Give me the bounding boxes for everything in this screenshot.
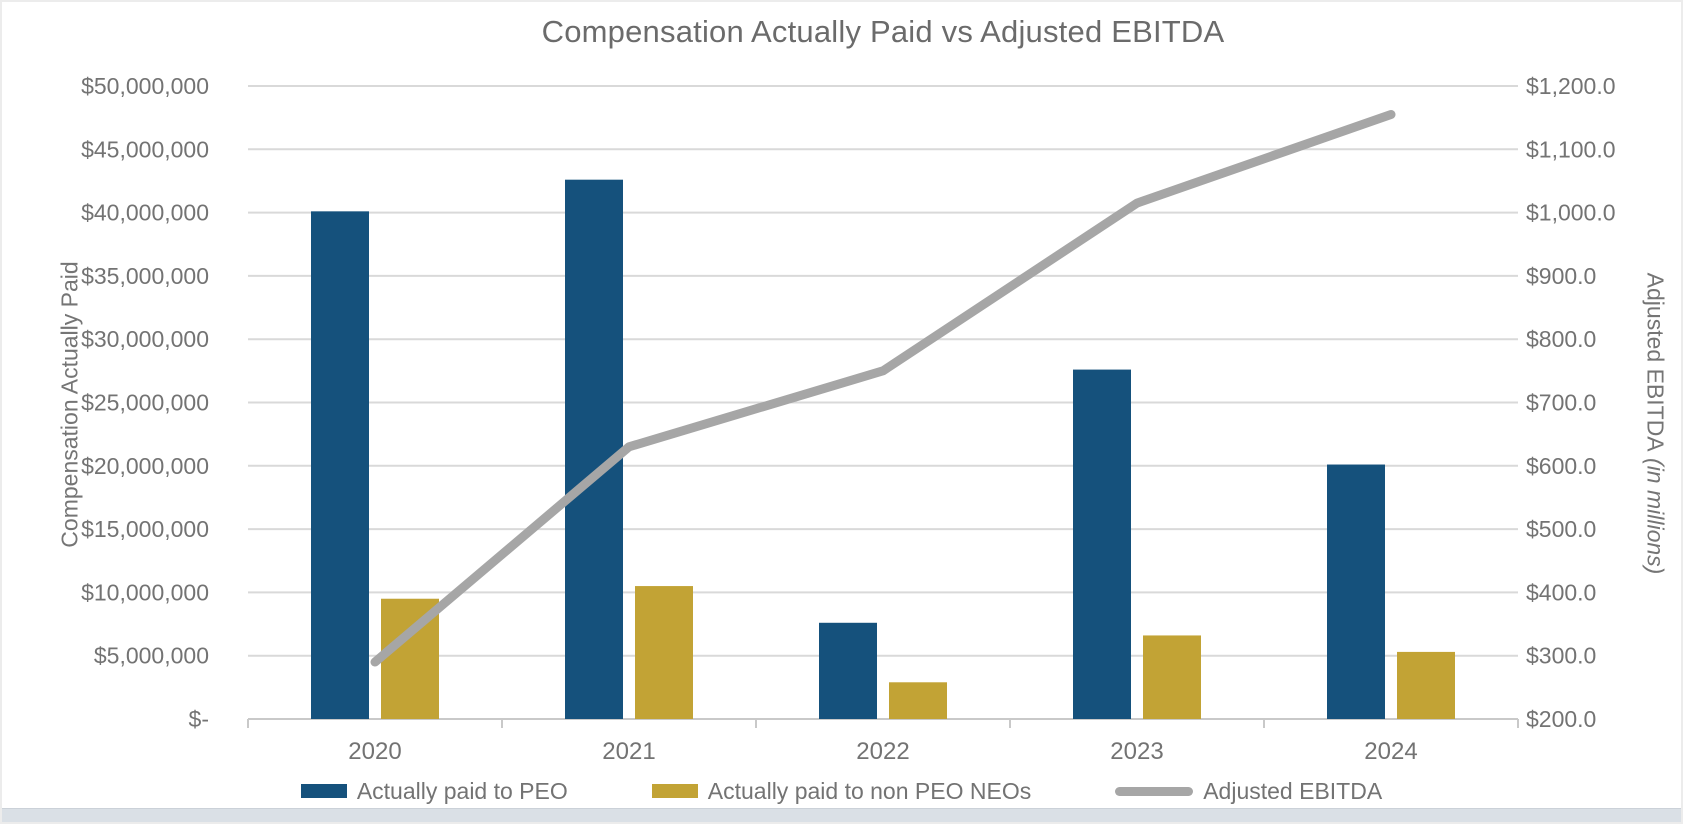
left-axis-tick-label: $5,000,000 — [94, 643, 209, 669]
bar-actually-paid-to-peo — [565, 179, 623, 719]
legend-label-peo: Actually paid to PEO — [356, 777, 568, 804]
bottom-strip — [2, 808, 1681, 822]
bar-actually-paid-to-peo — [1327, 464, 1385, 719]
right-axis-tick-label: $1,200.0 — [1526, 73, 1616, 99]
legend-swatch-non-peo-bar — [651, 784, 698, 798]
bar-actually-paid-to-non-peo-neos — [889, 682, 947, 719]
right-axis-tick-label: $300.0 — [1526, 643, 1596, 669]
bar-actually-paid-to-peo — [311, 211, 369, 720]
chart-title: Compensation Actually Paid vs Adjusted E… — [541, 14, 1225, 49]
bar-actually-paid-to-non-peo-neos — [1143, 635, 1201, 719]
left-axis-tick-label: $- — [189, 706, 209, 732]
right-axis-tick-label: $200.0 — [1526, 706, 1596, 732]
legend-swatch-ebitda-line — [1115, 786, 1194, 796]
legend: Actually paid to PEO Actually paid to no… — [2, 774, 1681, 808]
x-axis-category-label: 2020 — [348, 738, 401, 765]
legend-item-non-peo: Actually paid to non PEO NEOs — [651, 777, 1032, 805]
right-axis-tick-label: $600.0 — [1526, 453, 1596, 479]
bar-actually-paid-to-non-peo-neos — [1397, 651, 1455, 719]
bar-actually-paid-to-peo — [819, 622, 877, 719]
legend-label-ebitda: Adjusted EBITDA — [1203, 777, 1383, 804]
right-axis-tick-label: $700.0 — [1526, 390, 1596, 416]
x-axis-category-label: 2023 — [1110, 738, 1163, 765]
x-axis-category-label: 2024 — [1364, 738, 1417, 765]
right-axis-tick-label: $1,100.0 — [1526, 136, 1616, 162]
left-axis-tick-label: $10,000,000 — [81, 579, 209, 605]
x-axis-category-label: 2022 — [856, 738, 909, 765]
right-axis-tick-label: $1,000.0 — [1526, 200, 1616, 226]
x-axis-category-label: 2021 — [602, 738, 655, 765]
left-axis-tick-label: $35,000,000 — [81, 263, 209, 289]
left-axis-tick-label: $30,000,000 — [81, 326, 209, 352]
legend-item-peo: Actually paid to PEO — [300, 777, 568, 805]
right-axis-tick-label: $900.0 — [1526, 263, 1596, 289]
left-axis-tick-label: $50,000,000 — [81, 73, 209, 99]
right-axis-tick-label: $800.0 — [1526, 326, 1596, 352]
left-axis-tick-label: $25,000,000 — [81, 390, 209, 416]
line-adjusted-ebitda — [370, 109, 1396, 667]
left-axis-tick-label: $15,000,000 — [81, 516, 209, 542]
left-axis-tick-label: $40,000,000 — [81, 200, 209, 226]
right-axis-tick-label: $400.0 — [1526, 579, 1596, 605]
bar-actually-paid-to-non-peo-neos — [635, 586, 693, 719]
legend-item-ebitda: Adjusted EBITDA — [1115, 778, 1382, 805]
legend-swatch-peo-bar — [300, 784, 347, 798]
left-axis-tick-label: $20,000,000 — [81, 453, 209, 479]
legend-label-non-peo: Actually paid to non PEO NEOs — [707, 777, 1032, 804]
bar-actually-paid-to-peo — [1073, 369, 1131, 719]
right-axis-tick-label: $500.0 — [1526, 516, 1596, 542]
left-axis-tick-label: $45,000,000 — [81, 136, 209, 162]
